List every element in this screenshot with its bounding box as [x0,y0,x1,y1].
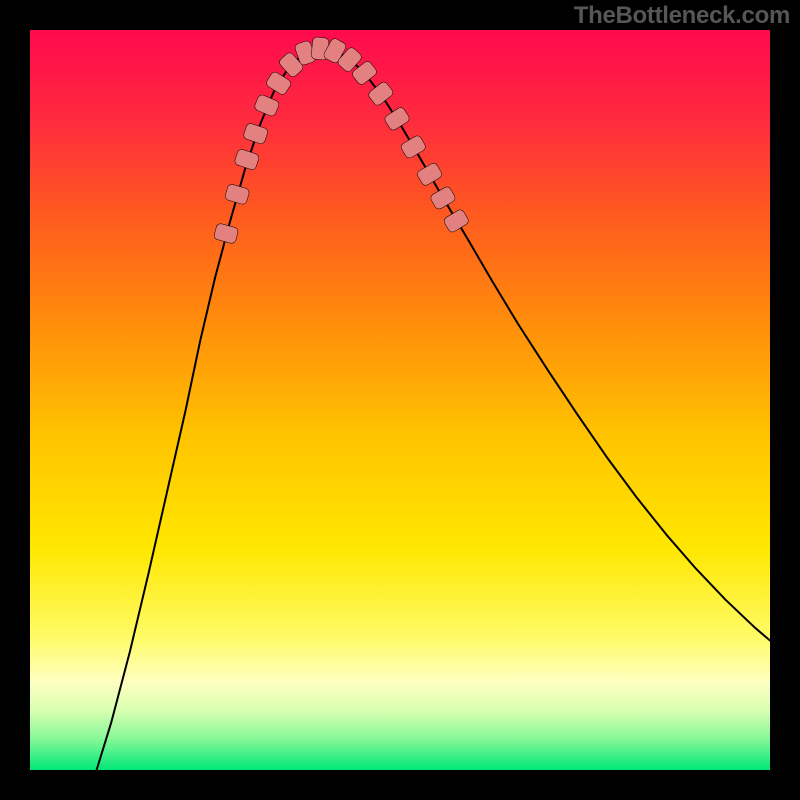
gradient-chart [30,30,770,770]
plot-area [30,30,770,770]
frame: TheBottleneck.com [0,0,800,800]
watermark-text: TheBottleneck.com [574,2,790,30]
